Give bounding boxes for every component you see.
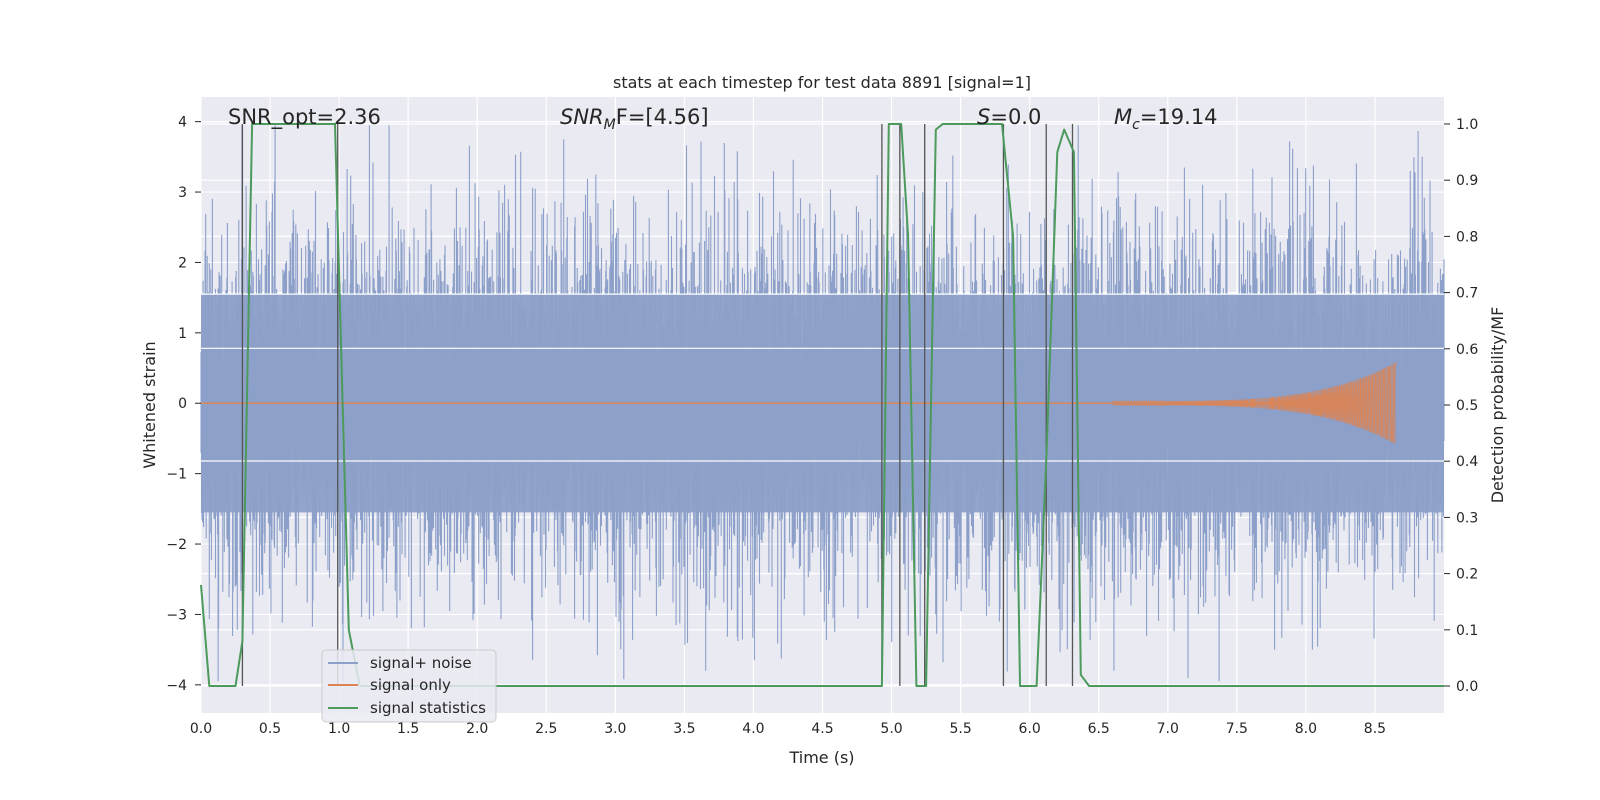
- y-tick-label: −2: [166, 537, 187, 553]
- annotation-s: S=0.0: [977, 105, 1041, 129]
- y-tick-label: 2: [178, 255, 187, 271]
- y-tick-label: −1: [166, 467, 187, 483]
- y2-tick-label: 0.7: [1456, 286, 1478, 302]
- legend: signal+ noise signal only signal statist…: [321, 649, 497, 723]
- legend-label-statistics: signal statistics: [370, 699, 486, 717]
- noise-trace: [200, 125, 1445, 682]
- annotation-snr-mf: SNRMF=[4.56]: [560, 105, 709, 133]
- x-tick-label: 6.0: [1019, 721, 1041, 737]
- x-tick-label: 3.5: [673, 721, 695, 737]
- y2-tick-label: 0.0: [1456, 679, 1478, 695]
- chart-title: stats at each timestep for test data 889…: [613, 73, 1031, 92]
- y2-tick-label: 0.1: [1456, 623, 1478, 639]
- y-tick-label: 0: [178, 396, 187, 412]
- signal-statistics-line: [200, 123, 1444, 687]
- y-tick-label: 3: [178, 185, 187, 201]
- y-tick-label: 4: [178, 115, 187, 131]
- x-tick-label: 0.5: [259, 721, 281, 737]
- axis-layer: 0.0 0.5 1.0 1.5 2.0 2.5 3.0 3.5 4.0 4.5 5.0 5.5 6.0 6…: [166, 115, 1478, 737]
- x-tick-label: 1.5: [397, 721, 419, 737]
- signal-only-series: [201, 362, 1397, 445]
- x-tick-label: 2.0: [466, 721, 488, 737]
- x-tick-label: 7.0: [1157, 721, 1179, 737]
- x-tick-label: 8.5: [1364, 721, 1386, 737]
- y2-axis-label: Detection probability/MF: [1488, 307, 1507, 504]
- legend-label-noise: signal+ noise: [370, 654, 472, 672]
- signal-statistics-series: [200, 123, 1444, 687]
- x-tick-label: 4.0: [742, 721, 764, 737]
- y-tick-label: −3: [166, 607, 187, 623]
- y2-tick-label: 0.8: [1456, 229, 1478, 245]
- legend-box: [321, 649, 497, 723]
- signal-only-envelope: [1112, 362, 1396, 445]
- y2-tick-label: 0.5: [1456, 398, 1478, 414]
- x-tick-label: 4.5: [811, 721, 833, 737]
- legend-label-signal: signal only: [370, 676, 451, 694]
- x-tick-label: 0.0: [190, 721, 212, 737]
- y2-tick-label: 0.3: [1456, 510, 1478, 526]
- y2-tick-label: 0.4: [1456, 454, 1478, 470]
- x-tick-label: 2.5: [535, 721, 557, 737]
- x-tick-label: 3.0: [604, 721, 626, 737]
- x-tick-label: 5.5: [949, 721, 971, 737]
- annotation-mc: Mc=19.14: [1114, 105, 1218, 133]
- x-axis-label: Time (s): [788, 748, 854, 767]
- y-axis-label: Whitened strain: [140, 341, 159, 468]
- y2-tick-label: 0.9: [1456, 173, 1478, 189]
- x-tick-label: 6.5: [1088, 721, 1110, 737]
- x-tick-label: 7.5: [1226, 721, 1248, 737]
- y2-tick-label: 0.6: [1456, 342, 1478, 358]
- y2-tick-label: 1.0: [1456, 117, 1478, 133]
- y-tick-label: 1: [178, 326, 187, 342]
- y2-tick-label: 0.2: [1456, 567, 1478, 583]
- x-tick-label: 8.0: [1295, 721, 1317, 737]
- x-tick-label: 5.0: [880, 721, 902, 737]
- x-tick-label: 1.0: [328, 721, 350, 737]
- y-tick-label: −4: [166, 678, 187, 694]
- annotation-snr-opt: SNR_opt=2.36: [228, 105, 381, 130]
